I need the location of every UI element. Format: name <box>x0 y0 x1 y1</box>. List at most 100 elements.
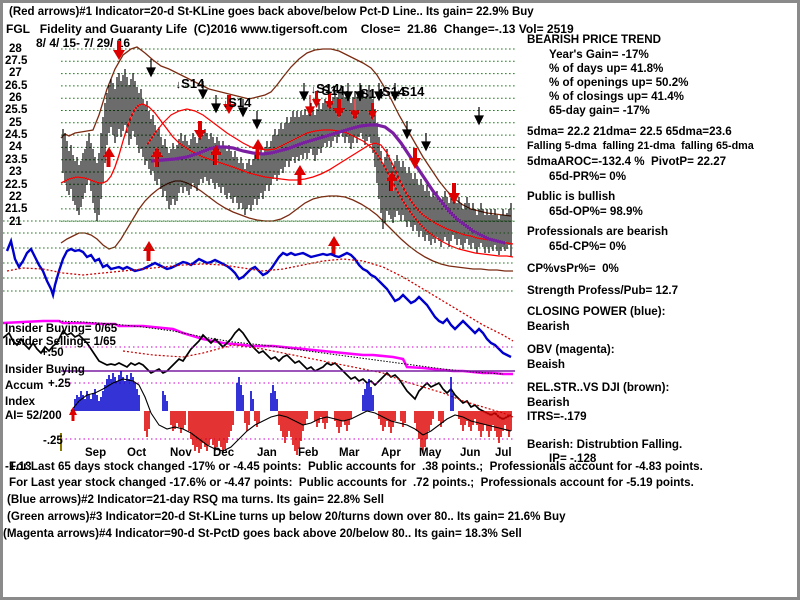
y-axis-label: 21 <box>9 216 22 228</box>
y-axis-label: 25 <box>9 117 22 129</box>
y-axis-label: 24 <box>9 141 22 153</box>
sell-arrow-thin <box>299 83 309 102</box>
sell-arrow-thin <box>252 111 262 130</box>
x-axis-month-label: Oct <box>127 447 147 459</box>
ma-65-line <box>150 123 506 245</box>
accum-buy-marker <box>69 407 77 421</box>
x-axis-month-label: Jan <box>257 447 277 459</box>
sell-arrow <box>448 183 460 204</box>
accum-up-bars <box>74 371 454 411</box>
buy-arrow <box>210 145 222 165</box>
footer-line-lastyear: For Last year stock changed -17.6% or -4… <box>9 476 694 489</box>
insider-selling-count-label: Insider Selling= 1/65 <box>5 336 116 348</box>
buy-arrow <box>386 171 398 191</box>
y-axis-label: 21.5 <box>5 203 28 215</box>
accumulation-histogram <box>74 371 512 455</box>
public-sentiment-line: Public is bullish <box>527 190 616 203</box>
statistics-panel: BEARISH PRICE TREND Year's Gain= -17% % … <box>527 33 800 465</box>
cp-percent-line: 65d-CP%= 0% <box>549 240 627 253</box>
chart-canvas[interactable] <box>3 33 523 458</box>
overlap-value-label: -1.13 <box>5 460 32 473</box>
y-axis-label: 22 <box>9 191 22 203</box>
plus-25-label: +.25 <box>48 378 71 390</box>
sell-arrow-thin <box>390 83 400 102</box>
s14-annotation: ↓S14 <box>376 84 406 99</box>
y-axis-label: 22.5 <box>5 179 28 191</box>
closing-power-status: Bearish <box>527 320 570 333</box>
sell-arrow <box>113 41 125 60</box>
accum-down-bars <box>144 411 512 455</box>
y-axis-label: 25.5 <box>5 104 28 116</box>
lower-band-line <box>60 180 513 272</box>
sell-arrow-thin <box>146 59 156 78</box>
cp-vs-pr-line: CP%vsPr%= 0% <box>527 262 619 275</box>
indicator-arrows-price <box>103 41 460 261</box>
plus-50-label: +.50 <box>41 347 64 359</box>
x-axis-month-label: Apr <box>381 447 401 459</box>
buy-arrow <box>151 147 163 167</box>
sell-arrow <box>312 91 321 108</box>
sell-arrow-thin <box>198 81 208 100</box>
pr-percent-line: 65d-PR%= 0% <box>549 170 627 183</box>
buy-arrow <box>252 139 264 159</box>
op-percent-line: 65d-OP%= 98.9% <box>549 205 643 218</box>
y-axis-label: 24.5 <box>5 129 28 141</box>
s14-annotation: S14 <box>321 83 345 98</box>
distribution-status: Bearish: Distrubtion Falling. <box>527 438 683 451</box>
sell-arrow <box>333 99 345 118</box>
stat-years-gain: Year's Gain= -17% <box>549 48 649 61</box>
upper-band-line <box>60 46 512 217</box>
y-axis-label: 23 <box>9 166 22 178</box>
ip-value: IP= -.128 <box>549 452 597 465</box>
ticker-summary-line: FGL Fidelity and Guaranty Life (C)2016 w… <box>6 22 574 36</box>
x-axis-month-label: Dec <box>213 447 235 459</box>
buy-arrow <box>294 165 306 185</box>
stat-days-up: % of days up= 41.8% <box>549 62 664 75</box>
rel-strength-line <box>3 327 512 420</box>
y-axis-label: 26 <box>9 92 22 104</box>
rel-strength-title: REL.STR..VS DJI (brown): <box>527 381 670 394</box>
y-axis-label: 27 <box>9 67 22 79</box>
closing-power-line <box>5 236 512 359</box>
sell-arrow <box>194 121 206 140</box>
obv-dotted-line <box>58 320 504 375</box>
strength-prof-pub-line: Strength Profess/Pub= 12.7 <box>527 284 679 297</box>
x-axis-month-label: Mar <box>339 447 360 459</box>
minus-25-label: -.25 <box>43 435 63 447</box>
sell-arrow <box>325 93 334 110</box>
accum-label: Accum <box>5 380 44 392</box>
ma-fast-upper-segment <box>146 108 514 258</box>
y-axis-label: 23.5 <box>5 154 28 166</box>
sell-arrow-thin <box>374 83 384 102</box>
panel-title: BEARISH PRICE TREND <box>527 33 661 46</box>
rel-strength-ma <box>122 344 514 418</box>
stat-closings-up: % of closings up= 41.4% <box>549 90 684 103</box>
stat-openings-up: % of openings up= 50.2% <box>549 76 689 89</box>
x-axis-month-label: Jun <box>460 447 481 459</box>
insider-buying-label: Insider Buying <box>5 364 85 376</box>
closing-power-ma <box>6 258 514 342</box>
sell-arrow-small <box>305 95 315 117</box>
moving-average-trend: Falling 5-dma falling 21-dma falling 65-… <box>527 140 754 152</box>
footer-line-indicator-3: (Green arrows)#3 Indicator=20-d St-KLine… <box>7 510 566 523</box>
index-label: Index <box>5 396 36 408</box>
secondary-sell-arrows <box>146 59 484 152</box>
obv-title: OBV (magenta): <box>527 343 615 356</box>
s14-annotation: ↓S14 <box>310 81 340 96</box>
ohlc-price-bars <box>62 69 512 257</box>
sell-arrow-thin <box>238 99 248 118</box>
sell-arrow-thin <box>211 95 221 114</box>
professional-sentiment-line: Professionals are bearish <box>527 225 669 238</box>
date-range-label: 8/ 4/ 15- 7/ 29/ 16 <box>36 36 131 50</box>
itrs-value: ITRS=-.179 <box>527 410 587 423</box>
x-axis-month-label: Nov <box>170 447 192 459</box>
accum-gridlines <box>61 346 515 440</box>
price-chart[interactable]: 28 27.5 27 26.5 26 25.5 25 24.5 24 23.5 … <box>3 33 523 459</box>
footer-line-indicator-2: (Blue arrows)#2 Indicator=21-day RSQ ma … <box>7 493 384 506</box>
y-axis-label: 28 <box>9 43 22 55</box>
obv-status: Beaish <box>527 358 566 371</box>
x-axis-month-label: Sep <box>85 447 107 459</box>
x-axis-month-label: Feb <box>298 447 319 459</box>
rel-strength-status: Bearish <box>527 396 570 409</box>
y-axis-label: 26.5 <box>5 80 28 92</box>
